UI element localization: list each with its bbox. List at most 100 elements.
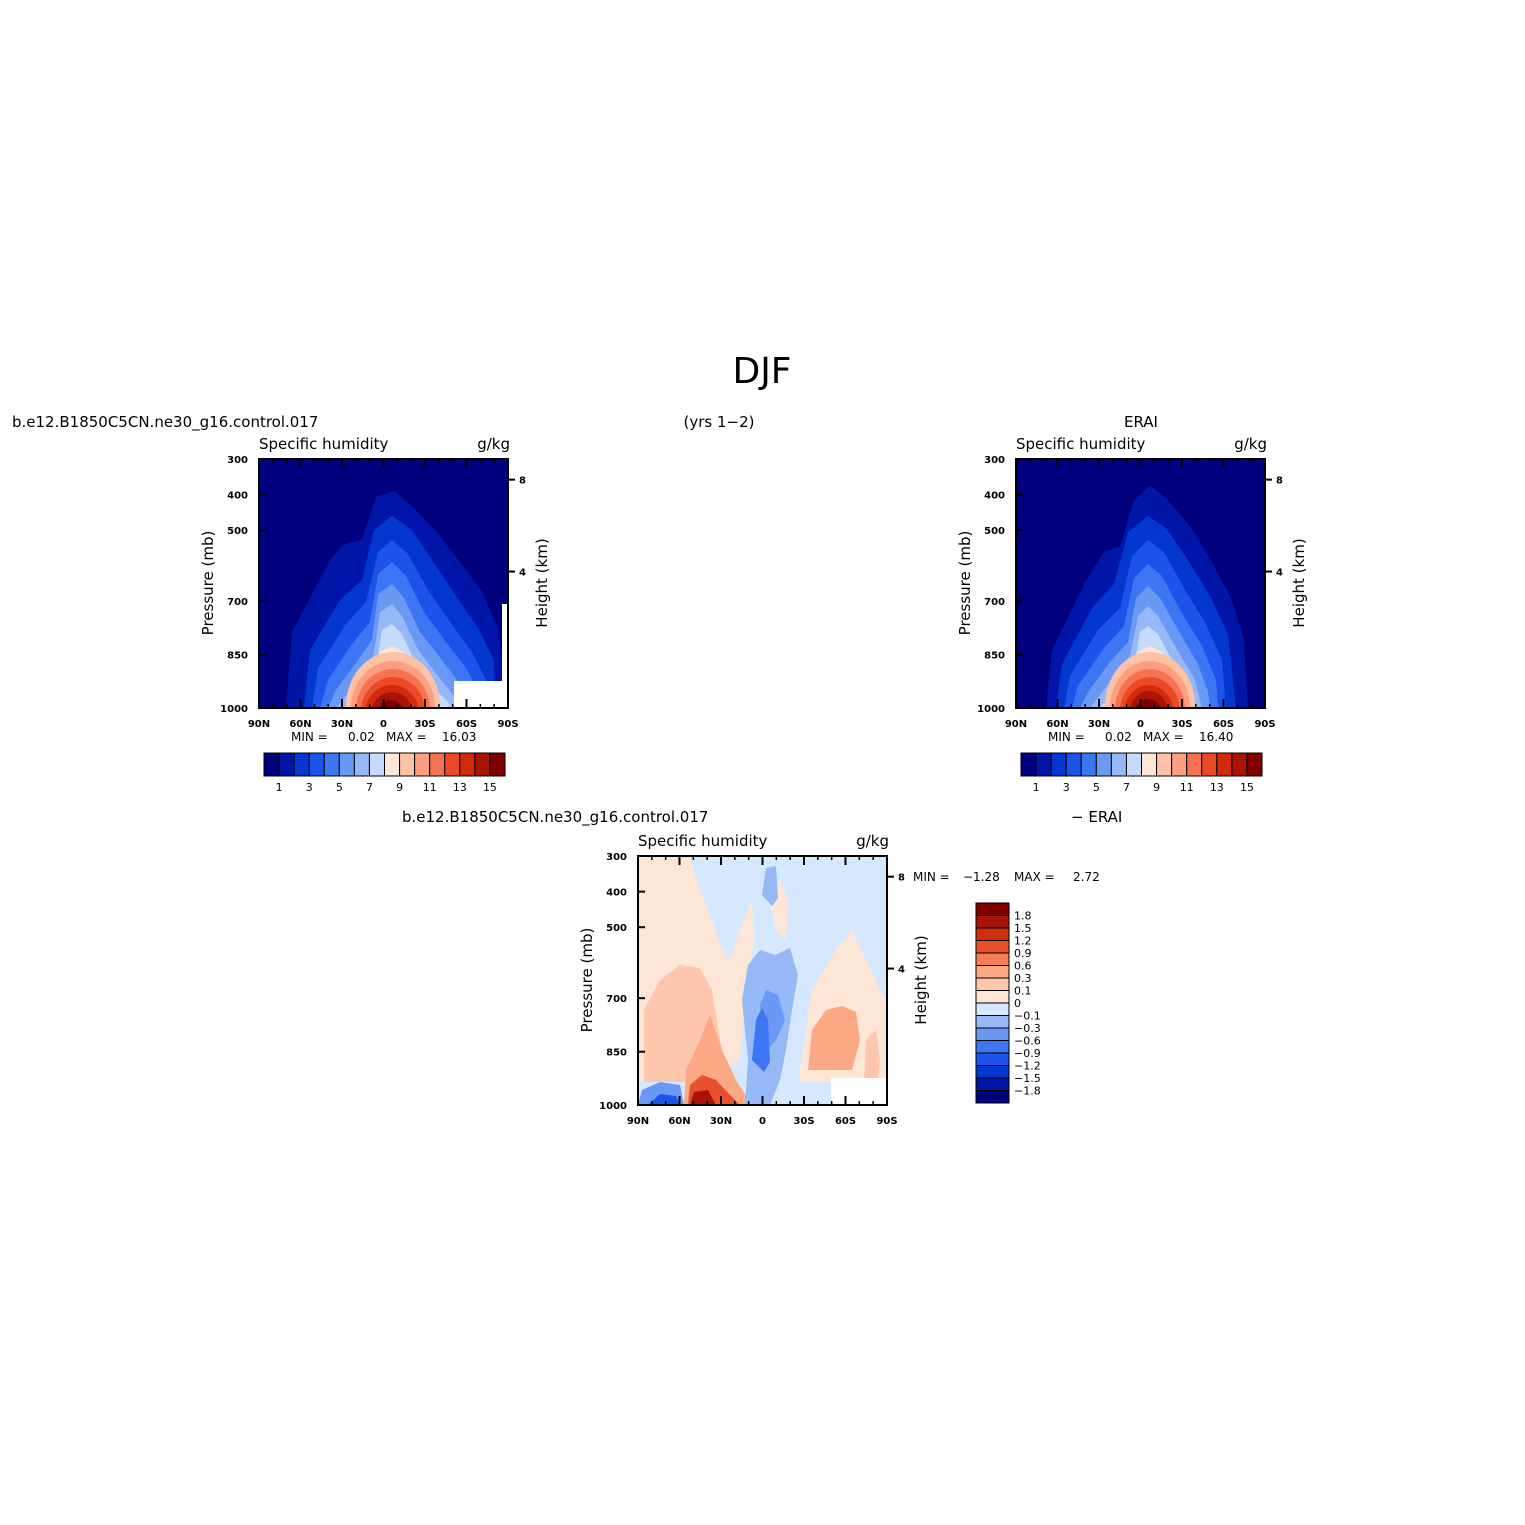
- diff-colorbar-label: 0.9: [1014, 947, 1032, 960]
- diff-colorbar-label: −1.5: [1014, 1072, 1041, 1085]
- diff-colorbar-box: [975, 1027, 1010, 1041]
- model-y-tick-label: 500: [227, 526, 248, 537]
- model-colorbar: 1 3 5 7 9 11 13 15: [263, 752, 506, 794]
- diff-colorbar-box: [975, 990, 1010, 1004]
- obs-contour-field: [1016, 459, 1265, 708]
- obs-colorbar-label: 11: [1180, 781, 1194, 794]
- model-min-label: MIN =: [291, 730, 328, 744]
- diff-x-tick-label: 60N: [668, 1116, 690, 1127]
- model-colorbar-box: [414, 752, 431, 777]
- model-x-tick-label: 90S: [497, 719, 518, 730]
- obs-y-tick-label: 500: [984, 526, 1005, 537]
- model-colorbar-label: 13: [453, 781, 467, 794]
- diff-colorbar-box: [975, 902, 1010, 916]
- diff-colorbar-box: [975, 915, 1010, 929]
- diff-neg-tropical-core: [752, 1008, 770, 1072]
- model-colorbar-box: [263, 752, 280, 777]
- obs-x-tick-label: 60S: [1213, 719, 1234, 730]
- model-y-tick-label: 1000: [220, 704, 248, 715]
- model-colorbar-box: [353, 752, 370, 777]
- obs-y2-tick-label: 4: [1276, 568, 1283, 579]
- diff-x-tick-label: 90S: [876, 1116, 897, 1127]
- diff-panel-title: Specific humidity: [638, 832, 768, 850]
- model-y2-tick-label: 8: [519, 476, 526, 487]
- model-x-tick-label: 30N: [331, 719, 353, 730]
- obs-colorbar-label: 9: [1153, 781, 1160, 794]
- model-x-tick-label: 0: [380, 719, 387, 730]
- diff-min-label: MIN =: [913, 870, 950, 884]
- diff-min-value: −1.28: [963, 870, 1000, 884]
- model-colorbar-label: 7: [366, 781, 373, 794]
- diff-colorbar-box: [975, 965, 1010, 979]
- diff-colorbar-box: [975, 1090, 1010, 1104]
- diff-colorbar-box: [975, 1015, 1010, 1029]
- diff-colorbar-box: [975, 1065, 1010, 1079]
- model-colorbar-box: [293, 752, 310, 777]
- diff-x-tick-label: 30N: [710, 1116, 732, 1127]
- obs-y-tick-label: 400: [984, 491, 1005, 502]
- obs-colorbar-box: [1246, 752, 1263, 777]
- diff-axes: 90N 60N 30N 0 30S 60S 90S 300 400 500 700 850 1000 8 4: [599, 852, 905, 1127]
- model-y2label: Height (km): [533, 538, 551, 627]
- model-contour-field: [259, 459, 508, 708]
- diff-x-tick-label: 0: [759, 1116, 766, 1127]
- diff-contour-field: [638, 856, 887, 1105]
- obs-name-label: ERAI: [1124, 413, 1158, 431]
- diff-colorbar-box: [975, 940, 1010, 954]
- diff-colorbar-label: 0: [1014, 997, 1021, 1010]
- years-label: (yrs 1−2): [684, 413, 755, 431]
- model-panel: Specific humidity g/kg 90N 60N 30N 0 30S 60S 9…: [199, 435, 551, 794]
- diff-colorbar-label: −0.6: [1014, 1035, 1041, 1048]
- model-colorbar-box: [308, 752, 325, 777]
- diff-colorbar-box: [975, 1002, 1010, 1016]
- model-max-value: 16.03: [442, 730, 476, 744]
- model-colorbar-label: 9: [396, 781, 403, 794]
- obs-colorbar-label: 15: [1240, 781, 1254, 794]
- diff-x-tick-label: 90N: [627, 1116, 649, 1127]
- obs-axes: 90N 60N 30N 0 30S 60S 90S 300 400 500 700 850 1000 8 4: [977, 455, 1283, 730]
- model-y-tick-label: 850: [227, 651, 248, 662]
- obs-colorbar-box: [1110, 752, 1127, 777]
- obs-colorbar-label: 1: [1033, 781, 1040, 794]
- obs-colorbar-box: [1156, 752, 1173, 777]
- model-colorbar-label: 5: [336, 781, 343, 794]
- obs-colorbar-box: [1171, 752, 1188, 777]
- obs-y-tick-label: 850: [984, 651, 1005, 662]
- obs-min-value: 0.02: [1105, 730, 1132, 744]
- obs-colorbar-label: 7: [1123, 781, 1130, 794]
- model-colorbar-box: [278, 752, 295, 777]
- diff-pos-peak: [690, 1090, 716, 1105]
- diff-colorbar-label: 1.5: [1014, 922, 1032, 935]
- diff-neg-polar-core: [648, 1094, 680, 1105]
- model-max-label: MAX =: [386, 730, 427, 744]
- diff-pos-southern-edge: [864, 1030, 880, 1080]
- diff-max-label: MAX =: [1014, 870, 1055, 884]
- diff-panel: Specific humidity g/kg 90N 60N 30N 0 30S 60S 9…: [578, 832, 1100, 1127]
- obs-ylabel: Pressure (mb): [956, 531, 974, 636]
- obs-y-tick-label: 700: [984, 597, 1005, 608]
- model-colorbar-box: [368, 752, 385, 777]
- model-colorbar-label: 3: [306, 781, 313, 794]
- model-y-tick-label: 300: [227, 455, 248, 466]
- diff-colorbar-label: −0.3: [1014, 1022, 1041, 1035]
- model-axes: 90N 60N 30N 0 30S 60S 90S 300 400 500 700 850 1000 8 4: [220, 455, 526, 730]
- model-colorbar-box: [399, 752, 416, 777]
- diff-neg-upper: [762, 866, 778, 906]
- diff-x-tick-label: 60S: [835, 1116, 856, 1127]
- model-colorbar-box: [444, 752, 461, 777]
- model-colorbar-box: [384, 752, 401, 777]
- obs-colorbar-label: 13: [1210, 781, 1224, 794]
- model-colorbar-box: [429, 752, 446, 777]
- obs-x-tick-label: 30S: [1171, 719, 1192, 730]
- diff-colorbar-box: [975, 952, 1010, 966]
- model-min-value: 0.02: [348, 730, 375, 744]
- obs-max-value: 16.40: [1199, 730, 1233, 744]
- obs-colorbar-box: [1035, 752, 1052, 777]
- model-colorbar-label: 1: [276, 781, 283, 794]
- model-y-tick-label: 700: [227, 597, 248, 608]
- obs-y-tick-label: 1000: [977, 704, 1005, 715]
- diff-y-tick-label: 300: [606, 852, 627, 863]
- diff-y-tick-label: 850: [606, 1048, 627, 1059]
- obs-colorbar-box: [1080, 752, 1097, 777]
- diff-colorbar-box: [975, 927, 1010, 941]
